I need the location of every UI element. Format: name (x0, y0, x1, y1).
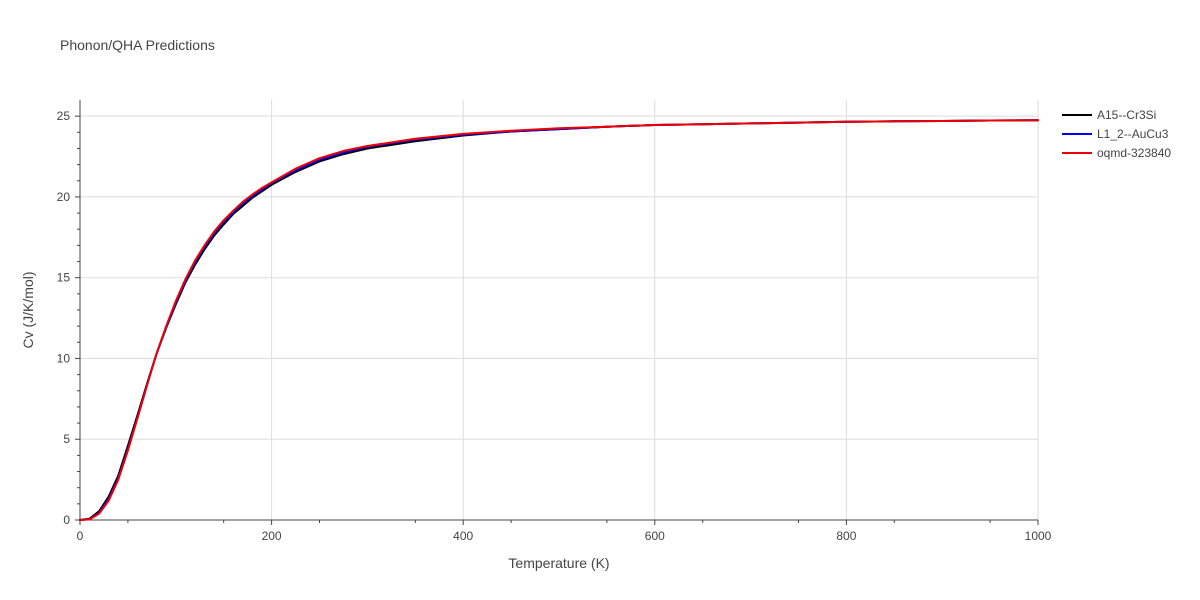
y-tick-label: 20 (57, 190, 71, 204)
x-tick-label: 600 (645, 529, 665, 543)
legend[interactable]: A15--Cr3Si L1_2--AuCu3 oqmd-323840 (1062, 108, 1171, 160)
legend-label: L1_2--AuCu3 (1097, 127, 1169, 141)
x-tick-label: 0 (77, 529, 84, 543)
series-line-2[interactable] (79, 119, 1039, 521)
series-line-1[interactable] (79, 119, 1039, 521)
x-tick-label: 800 (836, 529, 856, 543)
y-tick-label: 25 (57, 109, 71, 123)
y-tick-label: 0 (63, 513, 70, 527)
y-tick-label: 5 (63, 432, 70, 446)
y-tick-label: 15 (57, 271, 71, 285)
y-axis-title: Cv (J/K/mol) (20, 272, 36, 349)
legend-label: A15--Cr3Si (1097, 108, 1156, 122)
series-layer (79, 119, 1039, 521)
grid-layer (80, 100, 1039, 520)
legend-label: oqmd-323840 (1097, 146, 1171, 160)
x-tick-label: 400 (453, 529, 473, 543)
axes-layer: 0 200 400 600 800 1000 0 5 10 15 20 25 (57, 100, 1052, 543)
x-tick-label: 1000 (1025, 529, 1052, 543)
x-tick-label: 200 (262, 529, 282, 543)
legend-item[interactable]: oqmd-323840 (1062, 146, 1171, 160)
y-tick-label: 10 (57, 351, 71, 365)
x-axis-title: Temperature (K) (508, 555, 609, 571)
series-line-0[interactable] (79, 119, 1039, 521)
legend-item[interactable]: L1_2--AuCu3 (1062, 127, 1169, 141)
legend-item[interactable]: A15--Cr3Si (1062, 108, 1156, 122)
chart-title: Phonon/QHA Predictions (60, 37, 215, 53)
